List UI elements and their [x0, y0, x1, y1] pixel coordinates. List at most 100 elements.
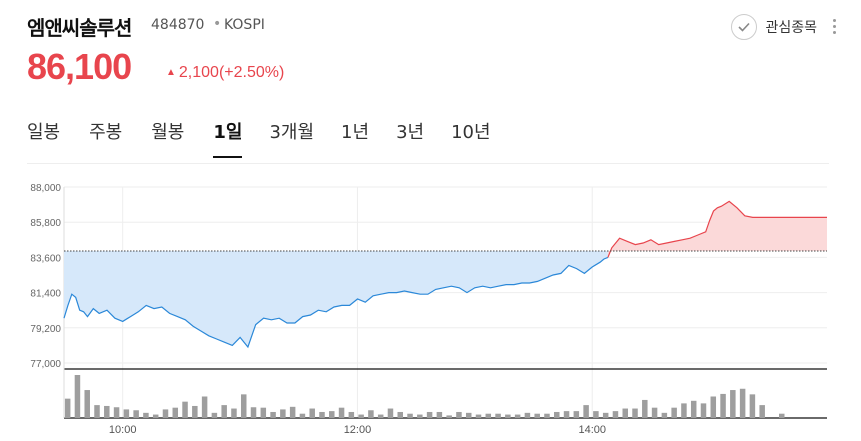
volume-bar [172, 407, 179, 418]
current-price: 86,100 [27, 46, 132, 87]
volume-bar [329, 411, 335, 418]
volume-bar [182, 401, 188, 418]
volume-bar [495, 413, 501, 418]
volume-bar [260, 407, 267, 418]
volume-bar [270, 411, 276, 418]
stock-name: 엠앤씨솔루션 [27, 16, 132, 40]
volume-bar [514, 414, 521, 418]
volume-bar [104, 405, 110, 418]
stock-header: 엠앤씨솔루션 484870 • KOSPI 관심종목 [27, 8, 841, 40]
volume-bar [651, 407, 658, 418]
price-change-value: 2,100(+2.50%) [178, 64, 285, 81]
volume-bar [475, 414, 482, 418]
volume-bar [436, 411, 443, 418]
volume-bar [289, 406, 296, 418]
volume-bar [446, 415, 452, 418]
y-tick-label: 85,800 [30, 218, 61, 229]
volume-bar [749, 394, 756, 418]
tab-daily[interactable]: 일봉 [27, 122, 61, 143]
watchlist-label: 관심종목 [765, 20, 817, 36]
volume-bar [573, 411, 580, 418]
stock-code: 484870 [151, 17, 205, 33]
volume-bar [661, 412, 668, 418]
volume-bar [94, 405, 100, 418]
tab-1year[interactable]: 1년 [341, 122, 370, 143]
y-tick-label: 79,200 [30, 324, 61, 335]
y-tick-label: 81,400 [30, 289, 61, 300]
volume-bar [74, 375, 81, 418]
more-options-icon[interactable] [827, 12, 841, 40]
volume-bar [64, 398, 71, 418]
watchlist-button[interactable]: 관심종목 [731, 12, 817, 42]
check-icon [731, 14, 758, 40]
volume-bar [681, 403, 687, 418]
volume-bar [240, 394, 247, 418]
volume-bar [739, 388, 746, 418]
volume-bar [309, 408, 315, 418]
volume-bar [407, 413, 413, 418]
volume-bar [417, 414, 423, 418]
separator-dot: • [213, 16, 222, 32]
tab-weekly[interactable]: 주봉 [89, 122, 123, 143]
x-tick-label: 14:00 [578, 424, 606, 436]
volume-bar [524, 412, 531, 418]
tabs-divider [27, 163, 829, 164]
price-line-above [607, 200, 827, 258]
x-tick-label: 12:00 [344, 424, 372, 436]
volume-bar [250, 407, 257, 418]
price-area [64, 201, 827, 347]
tab-3year[interactable]: 3년 [396, 122, 425, 143]
y-axis: 88,000 85,800 83,600 81,400 79,200 77,000 [30, 183, 61, 370]
volume-bar [348, 411, 355, 418]
volume-bar [583, 405, 589, 418]
intraday-chart[interactable]: 88,000 85,800 83,600 81,400 79,200 77,000 10:… [0, 170, 861, 441]
volume-bar [759, 405, 765, 418]
volume-bar [299, 413, 306, 418]
volume-bar [671, 407, 677, 418]
period-tabs: 일봉 주봉 월봉 1일 3개월 1년 3년 10년 [27, 118, 491, 158]
volume-bar [779, 413, 785, 418]
tab-10year[interactable]: 10년 [451, 122, 491, 143]
volume-bar [143, 412, 149, 418]
volume-bar [133, 410, 139, 418]
volume-bar [426, 411, 433, 418]
volume-bar [358, 414, 364, 418]
volume-bar [534, 413, 540, 418]
y-tick-label: 77,000 [30, 359, 61, 370]
up-arrow-icon: ▲ [166, 67, 176, 78]
tab-3month[interactable]: 3개월 [269, 122, 315, 143]
volume-bar [221, 405, 227, 418]
volume-bar [690, 400, 697, 418]
volume-bar [602, 412, 609, 418]
volume-bar [632, 408, 638, 418]
price-change: ▲ 2,100(+2.50%) [166, 64, 284, 82]
price-line [63, 200, 827, 349]
volume-bar [563, 411, 570, 418]
volume-bar [84, 390, 90, 418]
volume-bar [397, 411, 404, 418]
price-area-below [64, 251, 608, 347]
volume-bar [192, 405, 198, 418]
volume-bar [123, 409, 130, 418]
volume-bar [319, 411, 325, 418]
volume-bar [720, 393, 726, 418]
tab-monthly[interactable]: 월봉 [151, 122, 185, 143]
x-tick-label: 10:00 [109, 424, 137, 436]
volume-bar [622, 408, 628, 418]
volume-bar [162, 409, 169, 418]
volume-bars [64, 375, 785, 418]
volume-bar [231, 408, 237, 418]
volume-bar [152, 414, 159, 418]
volume-bar [700, 403, 707, 418]
volume-bar [280, 409, 286, 418]
y-tick-label: 83,600 [30, 253, 61, 264]
volume-bar [377, 414, 384, 418]
volume-bar [201, 396, 208, 418]
volume-bar [505, 414, 511, 418]
volume-bar [612, 411, 619, 418]
volume-bar [387, 408, 394, 418]
price-area-above [607, 201, 827, 258]
volume-bar [730, 390, 736, 418]
volume-bar [544, 413, 550, 418]
tab-1day[interactable]: 1일 [213, 118, 243, 158]
